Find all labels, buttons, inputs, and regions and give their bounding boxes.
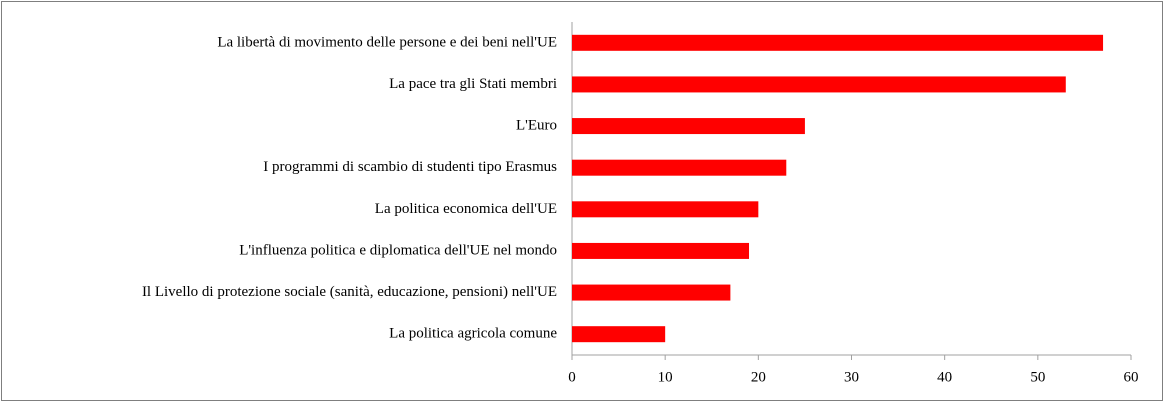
x-tick-label: 60 <box>1124 369 1139 385</box>
bar <box>572 118 805 135</box>
y-tick-label: La politica agricola comune <box>389 326 557 342</box>
bar <box>572 201 759 218</box>
y-tick-label: I programmi di scambio di studenti tipo … <box>263 159 557 175</box>
x-tick-label: 30 <box>844 369 859 385</box>
bar <box>572 284 731 301</box>
y-tick-label: L'influenza politica e diplomatica dell'… <box>239 242 557 258</box>
y-tick-label: La libertà di movimento delle persone e … <box>217 34 557 50</box>
x-tick-label: 40 <box>937 369 952 385</box>
x-tick-label: 0 <box>568 369 576 385</box>
bar <box>572 76 1066 93</box>
y-tick-label: La politica economica dell'UE <box>375 201 557 217</box>
bar <box>572 326 666 343</box>
y-tick-label: La pace tra gli Stati membri <box>389 76 557 92</box>
bar <box>572 34 1104 51</box>
bar <box>572 159 787 176</box>
bar <box>572 242 750 259</box>
y-tick-label: Il Livello di protezione sociale (sanità… <box>142 284 557 300</box>
x-tick-label: 10 <box>658 369 673 385</box>
x-tick-label: 50 <box>1030 369 1045 385</box>
x-tick-label: 20 <box>751 369 766 385</box>
y-tick-label: L'Euro <box>516 118 557 134</box>
